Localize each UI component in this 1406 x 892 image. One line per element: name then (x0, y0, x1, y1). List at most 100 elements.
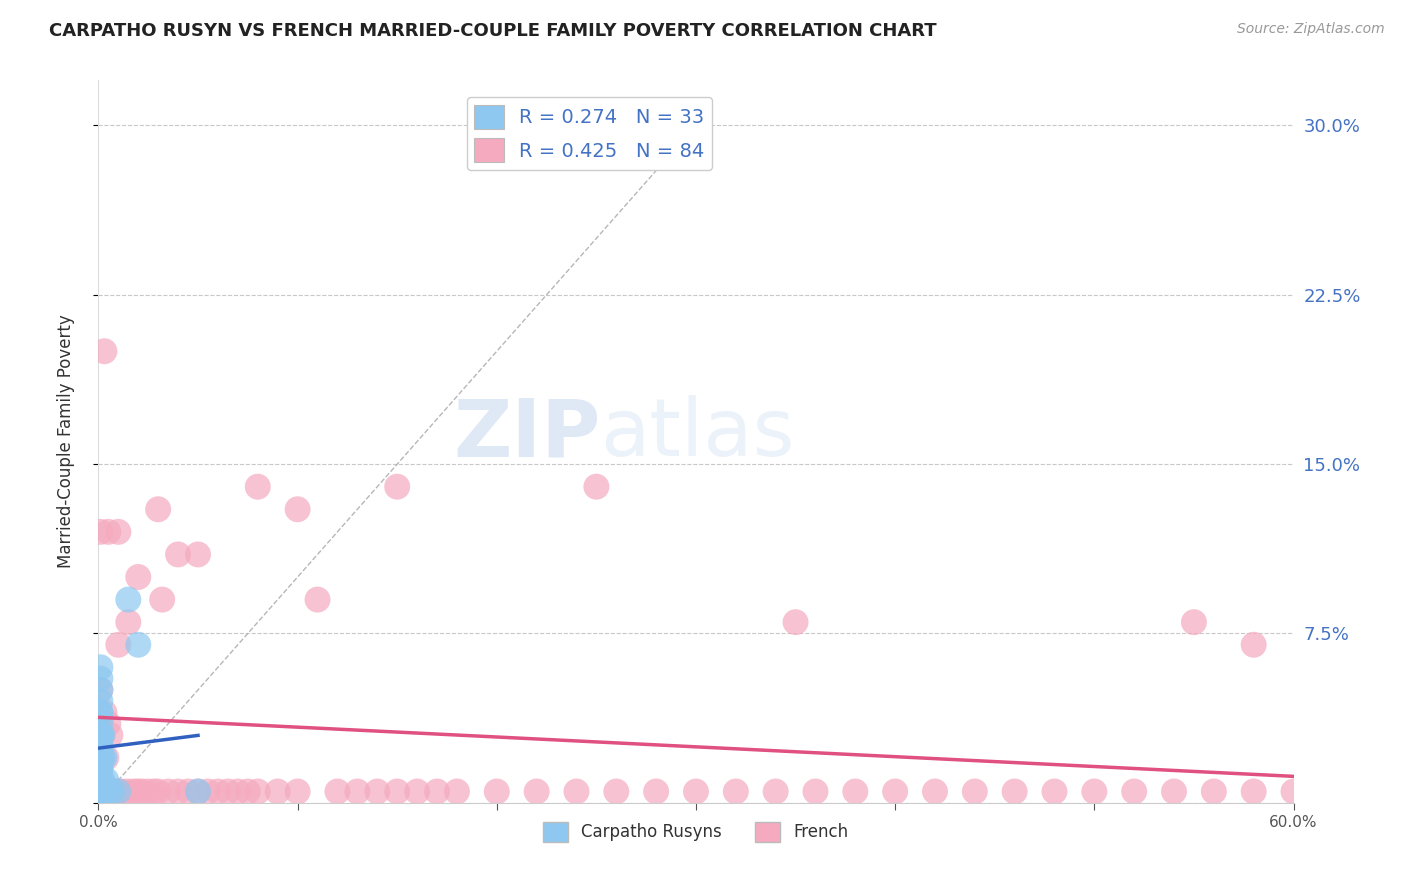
Point (167, 784, 190, 798)
Point (111, 784, 134, 798)
Text: Source: ZipAtlas.com: Source: ZipAtlas.com (1237, 22, 1385, 37)
Legend: Carpatho Rusyns, French: Carpatho Rusyns, French (536, 815, 856, 848)
Point (287, 784, 309, 798)
Point (148, 502, 170, 516)
Point (98, 728, 122, 742)
Point (89, 784, 111, 798)
Point (93, 784, 115, 798)
Point (485, 784, 508, 798)
Point (89, 762, 111, 776)
Point (97, 784, 120, 798)
Point (406, 784, 429, 798)
Point (187, 784, 209, 798)
Point (724, 784, 747, 798)
Point (385, 480, 409, 494)
Point (346, 784, 368, 798)
Point (685, 784, 707, 798)
Point (89, 773, 111, 788)
Text: ZIP: ZIP (453, 395, 600, 474)
Point (1202, 784, 1225, 798)
Point (1123, 784, 1146, 798)
Point (91, 784, 114, 798)
Point (101, 784, 124, 798)
Point (89, 660, 111, 674)
Point (426, 784, 449, 798)
Point (117, 784, 139, 798)
Point (91, 773, 114, 788)
Point (89, 524, 111, 539)
Point (307, 592, 329, 607)
Point (89, 750, 111, 764)
Point (924, 784, 946, 798)
Point (150, 592, 173, 607)
Point (89, 796, 111, 810)
Point (844, 784, 866, 798)
Point (117, 592, 139, 607)
Point (1083, 784, 1105, 798)
Text: CARPATHO RUSYN VS FRENCH MARRIED-COUPLE FAMILY POVERTY CORRELATION CHART: CARPATHO RUSYN VS FRENCH MARRIED-COUPLE … (49, 22, 936, 40)
Point (1243, 638, 1265, 652)
Point (1182, 615, 1205, 630)
Point (765, 784, 787, 798)
Point (89, 706, 111, 720)
Point (89, 682, 111, 697)
Point (226, 784, 249, 798)
Point (89, 682, 111, 697)
Point (98, 784, 122, 798)
Point (446, 784, 468, 798)
Point (197, 784, 219, 798)
Point (804, 784, 827, 798)
Point (1243, 784, 1265, 798)
Point (143, 784, 166, 798)
Point (103, 784, 125, 798)
Point (89, 672, 111, 686)
Point (605, 784, 627, 798)
Point (91, 784, 114, 798)
Point (96, 773, 118, 788)
Point (117, 615, 139, 630)
Point (217, 784, 239, 798)
Point (107, 524, 129, 539)
Point (565, 784, 588, 798)
Point (89, 716, 111, 731)
Point (89, 750, 111, 764)
Point (207, 784, 229, 798)
Point (246, 480, 269, 494)
Point (187, 784, 209, 798)
Point (1004, 784, 1026, 798)
Point (127, 784, 149, 798)
Point (93, 706, 115, 720)
Point (127, 570, 149, 584)
Point (366, 784, 388, 798)
Point (96, 784, 118, 798)
Point (585, 480, 607, 494)
Point (785, 615, 807, 630)
Point (101, 784, 124, 798)
Point (97, 716, 120, 731)
Point (127, 638, 149, 652)
Point (385, 784, 409, 798)
Point (1043, 784, 1066, 798)
Point (89, 706, 111, 720)
Point (1282, 784, 1305, 798)
Point (326, 784, 349, 798)
Point (107, 638, 129, 652)
Point (89, 784, 111, 798)
Point (97, 524, 120, 539)
Point (89, 762, 111, 776)
Text: atlas: atlas (600, 395, 794, 474)
Point (267, 784, 290, 798)
Point (89, 773, 111, 788)
Point (105, 784, 128, 798)
Point (884, 784, 907, 798)
Point (1163, 784, 1185, 798)
Point (89, 728, 111, 742)
Point (287, 502, 309, 516)
Point (89, 694, 111, 708)
Point (148, 784, 170, 798)
Point (167, 548, 190, 562)
Point (93, 344, 115, 359)
Y-axis label: Married-Couple Family Poverty: Married-Couple Family Poverty (56, 315, 75, 568)
Point (246, 784, 269, 798)
Point (157, 784, 180, 798)
